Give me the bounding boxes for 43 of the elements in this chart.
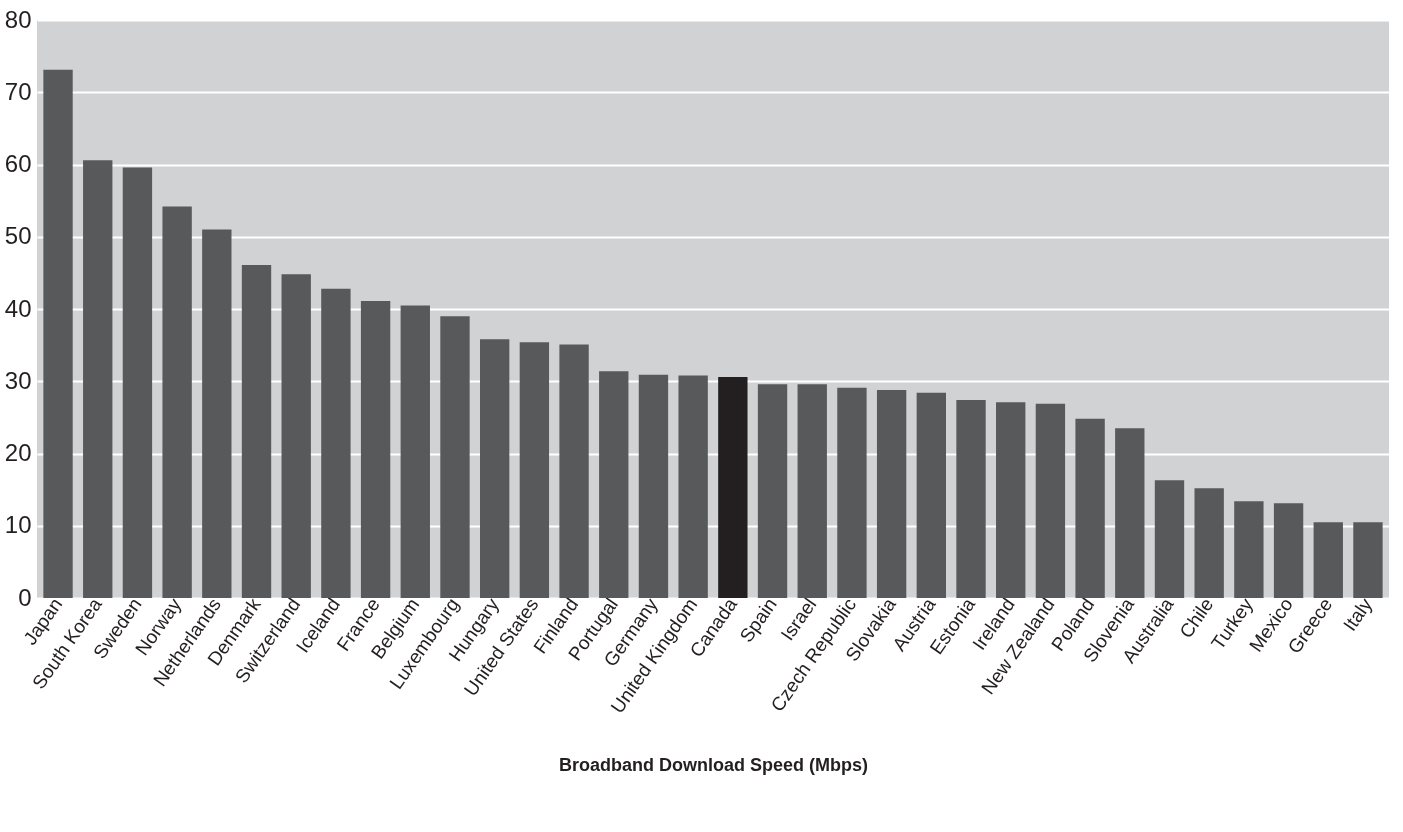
bar (678, 375, 708, 598)
bar (1273, 503, 1304, 598)
y-tick-label: 50 (4, 222, 32, 250)
bar (281, 274, 311, 598)
bar (559, 344, 589, 598)
bar (638, 374, 669, 598)
y-tick-label: 70 (4, 77, 32, 105)
y-tick-label: 30 (4, 366, 32, 394)
bar (757, 384, 788, 598)
bar (202, 229, 232, 598)
bar (1075, 418, 1105, 598)
bar (1194, 488, 1224, 598)
bar (599, 371, 629, 598)
bar (1115, 428, 1145, 598)
bar (480, 339, 510, 598)
bar (400, 305, 430, 598)
y-tick-label: 40 (4, 294, 32, 322)
bar (1234, 501, 1264, 598)
bar (321, 288, 351, 598)
bar (1035, 403, 1066, 598)
bar (797, 384, 827, 598)
bar (440, 316, 470, 598)
bar (1353, 522, 1383, 598)
y-tick-label: 80 (4, 5, 32, 33)
bar (519, 342, 550, 598)
bar (876, 389, 907, 598)
bar (360, 301, 391, 598)
bar (43, 69, 73, 598)
bar (837, 387, 867, 598)
bar (718, 376, 748, 598)
bar (1154, 480, 1185, 598)
bar (956, 400, 986, 598)
bar (162, 206, 192, 598)
bar (916, 392, 946, 598)
x-axis-title: Broadband Download Speed (Mbps) (559, 754, 868, 775)
bar (83, 160, 113, 598)
y-tick-label: 20 (4, 439, 32, 466)
bar (1313, 522, 1343, 598)
bar (122, 167, 153, 598)
y-tick-label: 10 (4, 511, 32, 539)
y-tick-label: 60 (4, 150, 32, 177)
bar (996, 402, 1026, 598)
bar (241, 264, 272, 598)
